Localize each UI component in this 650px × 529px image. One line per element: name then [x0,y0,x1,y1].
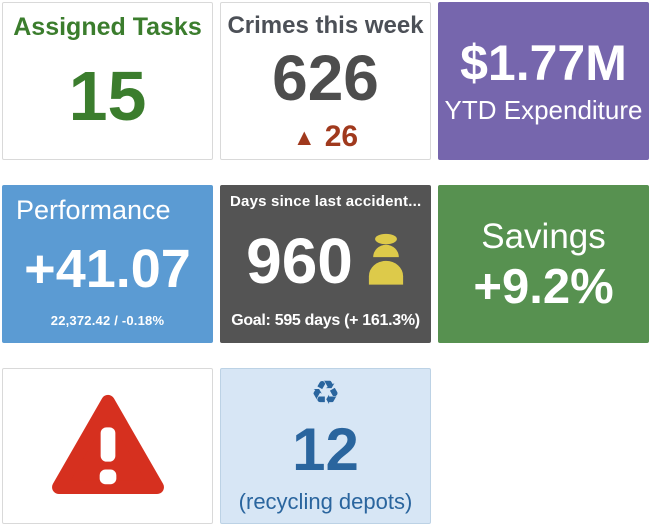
safety-goal: Goal: 595 days (+ 161.3%) [231,312,420,329]
crimes-delta: ▲ 26 [293,120,358,154]
card-crimes: Crimes this week 626 ▲ 26 [220,2,431,160]
crimes-delta-value: 26 [324,120,359,153]
performance-value: +41.07 [24,239,191,299]
card-safety-days: Days since last accident... 960 Goal: 59… [220,185,431,343]
assigned-tasks-title: Assigned Tasks [13,13,202,41]
card-warning [2,368,213,524]
performance-detail: 22,372.42 / -0.18% [50,313,165,328]
expenditure-label: YTD Expenditure [444,95,643,125]
card-assigned-tasks: Assigned Tasks 15 [2,2,213,160]
savings-title: Savings [481,216,606,256]
safety-value: 960 [246,225,353,297]
card-performance: Performance +41.07 22,372.42 / -0.18% [2,185,213,343]
warning-triangle-icon [49,391,167,502]
safety-title: Days since last accident... [230,193,422,210]
safety-middle: 960 [230,210,421,312]
card-savings: Savings +9.2% [438,185,649,343]
assigned-tasks-value: 15 [68,56,147,135]
expenditure-value: $1.77M [460,35,627,91]
recycle-icon: ♻ [310,373,341,412]
recycling-value: 12 [292,416,359,484]
crimes-value: 626 [272,42,379,114]
crimes-title: Crimes this week [227,12,424,39]
empty-cell [438,368,649,524]
card-ytd-expenditure: $1.77M YTD Expenditure [438,2,649,160]
card-recycling: ♻ 12 (recycling depots) [220,368,431,524]
savings-value: +9.2% [473,259,614,314]
performance-title: Performance [16,195,171,225]
up-triangle-icon: ▲ [292,123,316,150]
recycling-label: (recycling depots) [238,489,413,514]
worker-icon [367,233,405,290]
